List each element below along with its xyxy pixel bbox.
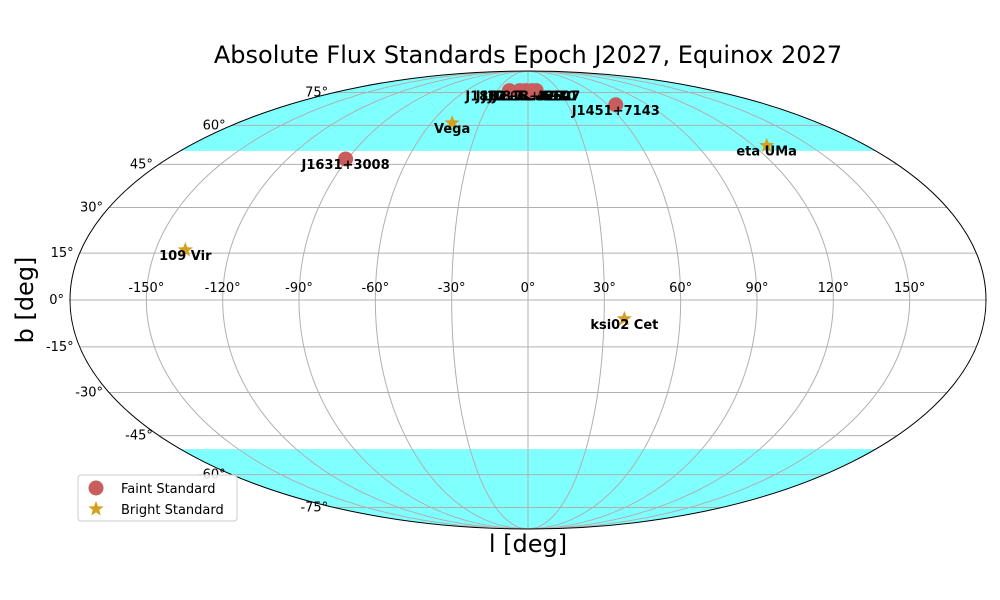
point-label: 109 Vir (159, 249, 212, 264)
grid-meridian (222, 71, 529, 529)
grid-meridian (145, 71, 529, 529)
grid-meridian (527, 71, 682, 529)
x-tick-label: 0° (521, 281, 536, 296)
bright-standard-marker (616, 310, 632, 326)
point-label: J1631+3008 (301, 158, 390, 173)
y-tick-label: 30° (80, 200, 103, 215)
bright-standard-marker (444, 115, 460, 130)
faint-standard-marker (608, 97, 624, 113)
point-label: J1813+6930 (487, 90, 576, 105)
x-tick-label: 60° (669, 281, 692, 296)
faint-standard-marker (338, 151, 354, 167)
legend-entry-label: Bright Standard (121, 503, 224, 518)
point-label: Vega (434, 122, 470, 137)
x-tick-label: 30° (593, 281, 616, 296)
grid-meridian (527, 71, 834, 529)
legend-circle-icon (88, 480, 104, 496)
point-label: J1451+7143 (571, 104, 660, 119)
bright-standard-marker (759, 137, 775, 153)
grid-meridian (451, 71, 529, 529)
grid-meridian (298, 71, 529, 529)
grid-meridian (527, 71, 758, 529)
y-tick-label: 75° (305, 86, 328, 101)
grid-meridian (527, 71, 911, 529)
y-tick-label: -15° (46, 340, 74, 355)
grid-meridian (374, 71, 529, 529)
y-tick-label: -30° (75, 386, 103, 401)
x-tick-label: 90° (745, 281, 768, 296)
point-label: ksi02 Cet (590, 318, 658, 333)
y-tick-label: 60° (203, 118, 226, 133)
point-label: eta UMa (736, 145, 797, 160)
y-tick-label: 15° (51, 246, 74, 261)
y-tick-label: -75° (300, 500, 328, 515)
x-tick-label: 150° (894, 281, 925, 296)
y-tick-label: 0° (49, 293, 64, 308)
x-tick-label: -60° (361, 281, 389, 296)
x-tick-label: -90° (285, 281, 313, 296)
x-tick-label: -150° (128, 281, 164, 296)
map-outline (69, 70, 987, 530)
legend-entry-label: Faint Standard (121, 482, 215, 497)
faint-standard-marker (524, 83, 540, 99)
legend-star-icon (88, 501, 104, 516)
map-body (70, 71, 986, 529)
bright-standard-marker (177, 242, 193, 257)
x-tick-label: 120° (818, 281, 849, 296)
x-tick-label: -30° (438, 281, 466, 296)
y-tick-label: -45° (125, 429, 153, 444)
chart-title: Absolute Flux Standards Epoch J2027, Equ… (214, 41, 842, 69)
x-tick-label: -120° (205, 281, 241, 296)
legend: Faint Standard Bright Standard (77, 474, 238, 522)
y-tick-label: 45° (130, 157, 153, 172)
y-axis-label: b [deg] (11, 257, 39, 344)
faint-standard-marker (501, 83, 517, 99)
legend-frame (77, 474, 238, 522)
grid-meridian (527, 71, 605, 529)
x-axis-label: l [deg] (489, 530, 567, 558)
plot-area: -150° -120° -90° -60° -30° 0° 30° 60° 90° 120° 150… (46, 70, 987, 530)
